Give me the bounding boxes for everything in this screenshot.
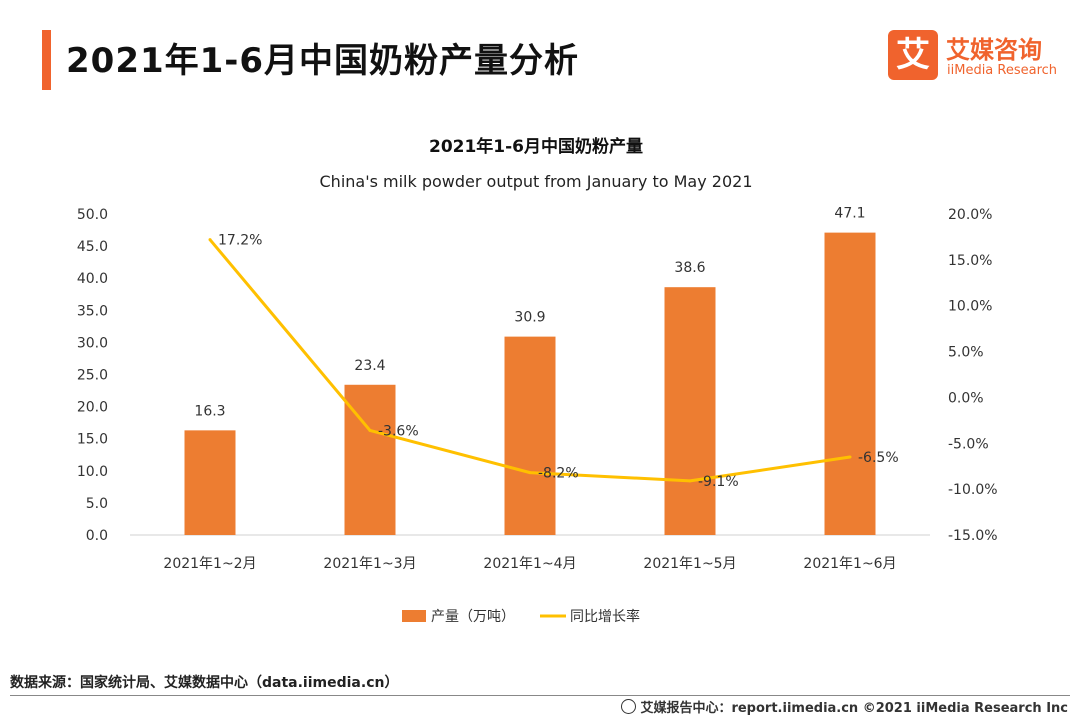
y-right-tick-label: 0.0% [948,390,984,406]
y-right-tick-label: -10.0% [948,482,998,498]
chart-subtitle: China's milk powder output from January … [320,172,753,191]
legend-bar-label: 产量（万吨） [431,609,515,625]
y-right-tick-label: 15.0% [948,253,992,269]
line-data-label: -9.1% [698,474,739,490]
logo-chinese-name: 艾媒咨询 [946,36,1042,64]
bar [504,336,556,535]
y-left-tick-label: 0.0 [86,528,108,544]
bar [664,287,716,535]
bar [824,232,876,536]
bar-data-label: 47.1 [834,206,865,222]
bar-data-label: 23.4 [354,358,385,374]
legend-line-label: 同比增长率 [570,608,640,625]
milk-powder-output-chart: 2021年1-6月中国奶粉产量 China's milk powder outpu… [77,136,998,625]
growth-rate-point [528,471,532,475]
x-tick-label: 2021年1~6月 [803,556,896,572]
y-left-tick-label: 40.0 [77,271,108,287]
line-data-label: -3.6% [378,423,419,439]
y-left-tick-label: 25.0 [77,368,108,384]
logo-english-name: iiMedia Research [947,63,1058,78]
growth-rate-point [848,455,852,459]
bar-data-label: 16.3 [194,403,225,419]
legend-bar-swatch [402,610,426,622]
globe-icon [621,699,637,714]
y-left-tick-label: 35.0 [77,303,108,319]
y-right-tick-label: 10.0% [948,299,992,315]
bar-data-label: 38.6 [674,260,705,276]
page-title: 2021年1-6月中国奶粉产量分析 [66,41,580,81]
y-right-tick-label: -15.0% [948,528,998,544]
x-tick-label: 2021年1~2月 [163,556,256,572]
y-right-tick-label: 20.0% [948,207,992,223]
footer-divider [10,695,1070,696]
y-right-tick-label: 5.0% [948,345,984,361]
y-right-tick-label: -5.0% [948,436,989,452]
data-source: 数据来源：国家统计局、艾媒数据中心（data.iimedia.cn） [10,675,399,691]
y-left-tick-label: 50.0 [77,207,108,223]
iimedia-logo: 艾 艾媒咨询 iiMedia Research [888,30,1058,84]
growth-rate-point [688,479,692,483]
y-left-tick-label: 30.0 [77,335,108,351]
line-data-label: -6.5% [858,450,899,466]
y-left-tick-label: 10.0 [77,464,108,480]
y-left-tick-label: 20.0 [77,400,108,416]
line-data-label: 17.2% [218,233,262,249]
logo-mark: 艾 [888,30,938,80]
bar-data-label: 30.9 [514,310,545,326]
x-tick-label: 2021年1~4月 [483,556,576,572]
growth-rate-point [208,238,212,242]
footer-credit: 艾媒报告中心：report.iimedia.cn ©2021 iiMedia R… [621,697,1068,716]
y-left-tick-label: 5.0 [86,496,108,512]
y-left-tick-label: 45.0 [77,239,108,255]
chart-title: 2021年1-6月中国奶粉产量 [429,136,643,157]
line-data-label: -8.2% [538,466,579,482]
title-accent-bar [42,30,51,90]
growth-rate-point [368,428,372,432]
report-center-text: 艾媒报告中心：report.iimedia.cn ©2021 iiMedia R… [640,701,1068,716]
bar [184,430,236,535]
x-tick-label: 2021年1~3月 [323,556,416,572]
y-left-tick-label: 15.0 [77,432,108,448]
x-tick-label: 2021年1~5月 [643,556,736,572]
